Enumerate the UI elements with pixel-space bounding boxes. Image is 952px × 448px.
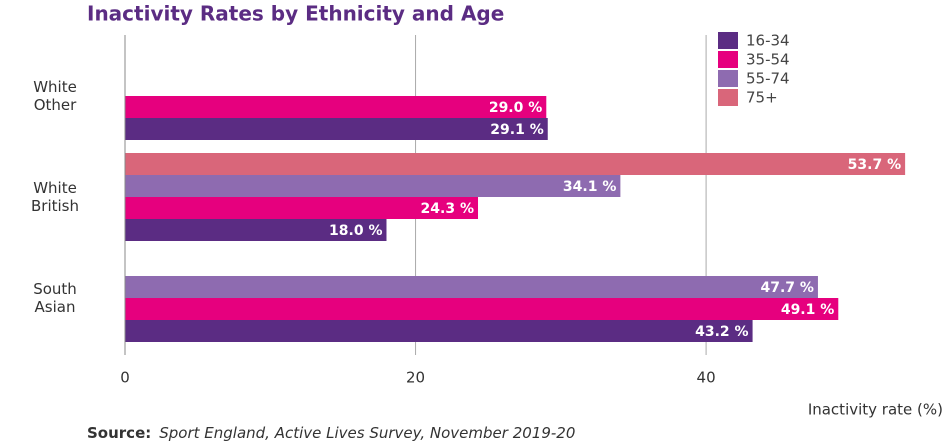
value-label: 24.3 % [421,201,474,217]
legend-label: 55-74 [746,70,790,88]
legend-swatch [718,89,738,106]
bar [125,96,547,118]
source: Source: Sport England, Active Lives Surve… [87,424,575,442]
chart-title: Inactivity Rates by Ethnicity and Age [87,2,504,26]
source-label: Source: [87,424,152,442]
bar [125,118,548,140]
legend-label: 35-54 [746,51,790,69]
category-label: White Other [33,78,77,114]
legend-label: 75+ [746,89,778,107]
value-label: 43.2 % [695,324,748,340]
value-label: 18.0 % [329,223,382,239]
bar [125,153,906,175]
value-label: 29.0 % [489,100,542,116]
bar [125,175,621,197]
bar [125,219,387,241]
legend-label: 16-34 [746,32,790,50]
bar [125,276,818,298]
x-tick-label: 20 [406,369,425,387]
bar [125,320,753,342]
value-label: 53.7 % [848,157,901,173]
value-label: 34.1 % [563,179,616,195]
value-label: 29.1 % [490,122,543,138]
value-label: 47.7 % [760,280,813,296]
category-label: South Asian [33,280,77,316]
x-axis-title: Inactivity rate (%) [808,401,943,419]
bar [125,298,839,320]
legend-swatch [718,51,738,68]
value-label: 49.1 % [781,302,834,318]
source-text: Sport England, Active Lives Survey, Nove… [159,424,576,442]
category-label: White British [31,179,79,215]
legend-swatch [718,32,738,49]
x-tick-label: 0 [120,369,130,387]
legend-swatch [718,70,738,87]
bar [125,197,479,219]
x-tick-label: 40 [697,369,716,387]
